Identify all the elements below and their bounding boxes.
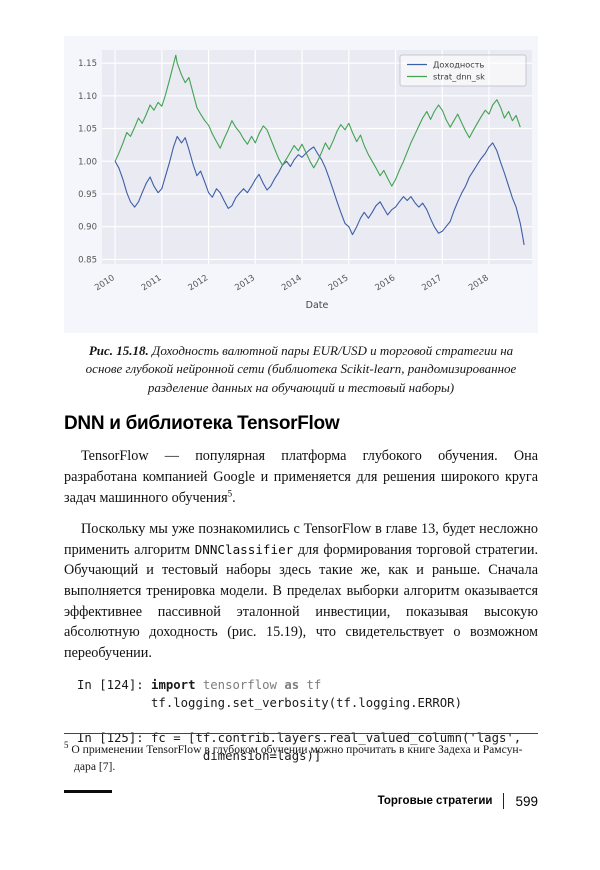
footnote-ref-5: 5 — [227, 487, 233, 498]
line-chart: 0.85 0.90 0.95 1.00 1.05 1.10 1.15 2010 2011 2012… — [58, 36, 544, 333]
paragraph-2-text-before: Поскольку мы уже познакомились с TensorF… — [64, 521, 538, 558]
svg-text:2013: 2013 — [233, 273, 257, 293]
svg-text:2017: 2017 — [420, 273, 444, 293]
svg-text:1.05: 1.05 — [78, 125, 97, 135]
figure-15-18: 0.85 0.90 0.95 1.00 1.05 1.10 1.15 2010 2011 2012… — [64, 36, 538, 333]
svg-text:strat_dnn_sk: strat_dnn_sk — [433, 72, 485, 82]
code-line: tf.logging.set_verbosity(tf.logging.ERRO… — [77, 696, 462, 711]
svg-text:2011: 2011 — [140, 273, 164, 293]
code-line: In [125]: fc = [tf.contrib.layers.real_v… — [77, 730, 522, 745]
figure-caption-text: Доходность валютной пары EUR/USD и торго… — [85, 343, 517, 395]
section-heading: DNN и библиотека TensorFlow — [64, 413, 340, 435]
svg-text:1.00: 1.00 — [78, 157, 97, 167]
footnote-text-line1: О применении TensorFlow в глубоком обуче… — [68, 743, 523, 756]
paragraph-2: Поскольку мы уже познакомились с TensorF… — [64, 519, 538, 663]
code-input-125: In [125]: fc = [tf.contrib.layers.real_v… — [77, 730, 538, 766]
svg-text:Date: Date — [306, 300, 329, 311]
code-line: dimension=lags)] — [77, 748, 322, 763]
footnote-marker: 5 — [64, 740, 69, 751]
svg-text:2015: 2015 — [327, 273, 351, 293]
svg-text:0.95: 0.95 — [78, 190, 97, 200]
page-number: 599 — [515, 793, 538, 809]
paragraph-2-text-after: для формирования торговой стратегии. Обу… — [64, 541, 538, 661]
svg-text:2014: 2014 — [280, 273, 304, 293]
footer-divider — [503, 793, 505, 809]
paragraph-1-text: TensorFlow — популярная платформа глубок… — [64, 448, 538, 506]
footnote-rule — [64, 733, 538, 734]
svg-text:0.85: 0.85 — [78, 255, 97, 265]
svg-text:2012: 2012 — [187, 273, 211, 293]
svg-text:2010: 2010 — [93, 273, 117, 293]
footnote-text-line2: дара [7]. — [74, 760, 116, 774]
paragraph-1: TensorFlow — популярная платформа глубок… — [64, 446, 538, 508]
paragraph-1-period: . — [232, 489, 236, 506]
code-input-124: In [124]: import tensorflow as tf tf.log… — [77, 677, 538, 713]
code-line: In [124]: import tensorflow as tf — [77, 678, 322, 693]
svg-text:2018: 2018 — [467, 273, 491, 293]
footer-rule — [64, 790, 112, 793]
svg-text:Доходность: Доходность — [433, 60, 485, 70]
figure-caption-label: Рис. 15.18. — [88, 343, 149, 358]
svg-text:1.10: 1.10 — [78, 92, 97, 102]
footnote-area: 5 О применении TensorFlow в глубоком обу… — [64, 733, 538, 776]
inline-code-dnnclassifier: DNNClassifier — [194, 541, 294, 557]
footnote-5: 5 О применении TensorFlow в глубоком обу… — [64, 741, 538, 776]
figure-caption: Рис. 15.18. Доходность валютной пары EUR… — [79, 342, 523, 397]
svg-text:2016: 2016 — [374, 273, 398, 293]
svg-text:1.15: 1.15 — [78, 59, 97, 69]
svg-text:0.90: 0.90 — [78, 223, 97, 233]
running-title: Торговые стратегии — [377, 795, 493, 807]
text-column: 0.85 0.90 0.95 1.00 1.05 1.10 1.15 2010 2011 2012… — [64, 36, 538, 766]
page-footer: Торговые стратегии 599 — [378, 793, 538, 809]
